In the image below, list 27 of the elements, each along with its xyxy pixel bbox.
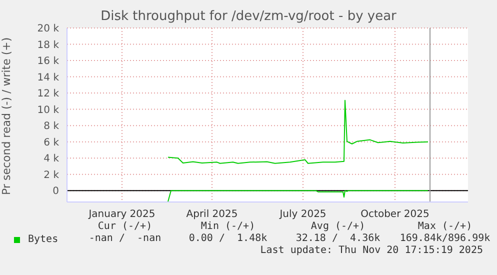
chart-title: Disk throughput for /dev/zm-vg/root - by year bbox=[100, 9, 398, 24]
y-tick-label: 14 k bbox=[37, 72, 60, 84]
text: Avg (-/+) bbox=[310, 221, 366, 232]
y-tick-label: 10 k bbox=[37, 104, 60, 116]
text: Min (-/+) bbox=[200, 221, 256, 232]
legend-label: Bytes bbox=[27, 234, 58, 245]
x-tick-label: July 2025 bbox=[278, 209, 326, 220]
y-tick-label: 6 k bbox=[44, 137, 60, 148]
text: Last update: Thu Nov 20 17:15:19 2025 bbox=[260, 245, 483, 256]
y-tick-label: 20 k bbox=[37, 24, 60, 35]
y-tick-label: 18 k bbox=[37, 40, 60, 51]
text: -nan / -nan bbox=[88, 233, 162, 244]
y-tick-label: 4 k bbox=[44, 154, 60, 165]
text: 32.18 / 4.36k bbox=[294, 233, 382, 244]
y-tick-label: 12 k bbox=[37, 88, 60, 100]
y-tick-label: 16 k bbox=[37, 56, 60, 68]
text: 0.00 / 1.48k bbox=[188, 233, 268, 244]
x-tick-label: October 2025 bbox=[360, 209, 430, 220]
y-axis-title: Pr second read (-) / write (+) bbox=[0, 37, 13, 195]
y-tick-label: 2 k bbox=[44, 170, 60, 181]
x-tick-label: April 2025 bbox=[186, 209, 238, 220]
text: 169.84k/896.99k bbox=[398, 233, 492, 244]
y-tick-label: 0 bbox=[52, 186, 59, 198]
text: Cur (-/+) bbox=[96, 221, 154, 232]
x-tick-label: January 2025 bbox=[88, 209, 156, 220]
text: Max (-/+) bbox=[416, 221, 474, 232]
y-tick-label: 8 k bbox=[44, 121, 60, 132]
